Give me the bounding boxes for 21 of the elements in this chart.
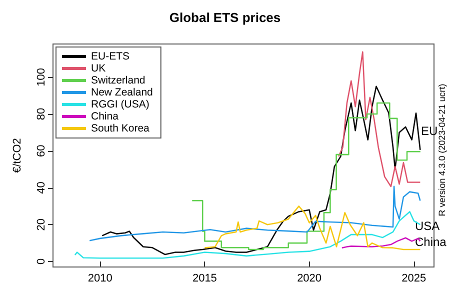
y-tick-label: 0	[36, 258, 48, 265]
legend-label: Switzerland	[91, 74, 146, 86]
y-tick-label: 40	[36, 182, 48, 194]
legend-label: EU-ETS	[91, 50, 130, 62]
text: R version 4.3.0 (2023-04-21 ucrt)	[437, 84, 447, 216]
x-tick-label: 2025	[402, 272, 426, 284]
legend-label: RGGI (USA)	[91, 98, 150, 110]
line-series	[338, 51, 421, 188]
legend-label: UK	[91, 62, 106, 74]
x-tick-label: 2010	[88, 272, 112, 284]
legend-label: China	[91, 110, 119, 122]
y-tick-label: 60	[36, 144, 48, 158]
y-axis-title: €/tCO2	[12, 138, 24, 173]
chart-title: Global ETS prices	[169, 10, 281, 25]
legend-label: South Korea	[91, 122, 150, 134]
x-tick-label: 2015	[192, 272, 217, 284]
y-tick-label: 100	[36, 68, 48, 86]
legend-label: New Zealand	[91, 86, 154, 98]
y-tick-label: 20	[36, 218, 48, 231]
x-tick-label: 2020	[297, 272, 322, 284]
y-tick-label: 80	[36, 108, 48, 120]
